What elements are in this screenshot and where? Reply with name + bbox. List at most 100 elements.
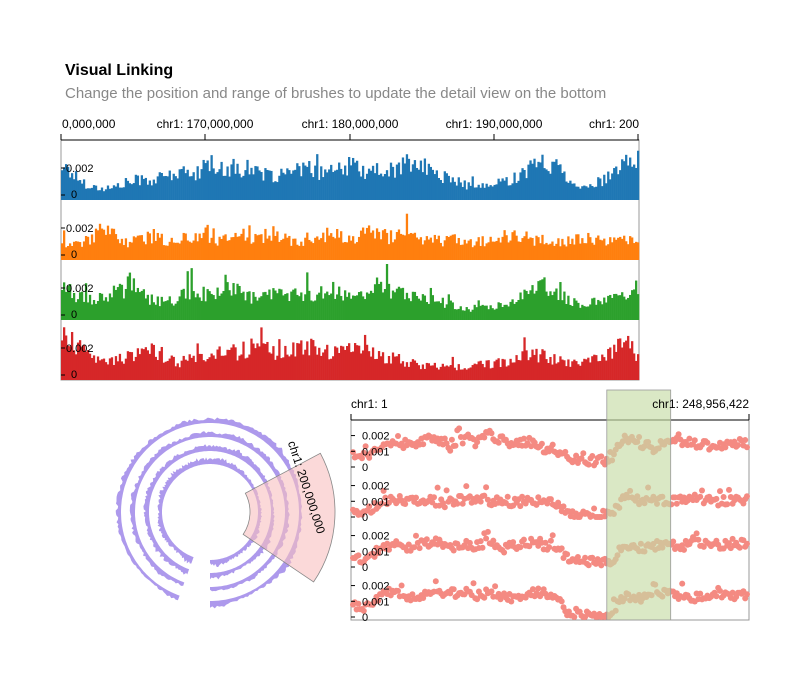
overview-bar: [228, 290, 231, 320]
overview-bar: [507, 365, 510, 380]
overview-bar: [551, 295, 554, 320]
overview-bar: [64, 335, 68, 380]
overview-bar: [328, 295, 331, 320]
detail-point: [679, 580, 686, 587]
overview-bar: [607, 171, 610, 200]
overview-bar: [244, 170, 247, 200]
overview-bar: [547, 171, 550, 200]
overview-bar: [320, 286, 323, 320]
overview-bar: [204, 163, 207, 200]
overview-bar: [531, 163, 534, 200]
overview-bar: [397, 354, 401, 380]
overview-bar: [503, 304, 506, 320]
detail-point: [366, 503, 373, 510]
overview-bar: [625, 340, 628, 380]
overview-bar: [244, 358, 247, 380]
overview-bar: [569, 180, 572, 200]
overview-bar: [210, 155, 213, 200]
overview-bar: [204, 301, 207, 320]
overview-bar: [517, 360, 520, 380]
overview-bar: [332, 236, 335, 260]
overview-bar: [100, 293, 104, 320]
overview-bar: [316, 354, 319, 380]
overview-bar: [399, 174, 403, 200]
overview-bar: [561, 300, 564, 320]
detail-point: [459, 440, 466, 447]
overview-bar: [86, 350, 90, 380]
overview-bar: [160, 172, 163, 200]
overview-bar: [84, 283, 88, 320]
overview-bar: [288, 301, 291, 320]
overview-y-tick-label: 0: [71, 369, 77, 381]
detail-linear-brush[interactable]: [606, 389, 672, 621]
overview-bar: [459, 369, 462, 380]
overview-bar: [228, 176, 231, 200]
overview-bar: [421, 244, 425, 260]
overview-bar: [90, 234, 94, 260]
overview-bar: [326, 344, 329, 380]
overview-bar: [148, 304, 151, 320]
overview-bar: [198, 233, 201, 260]
overview-bar: [86, 236, 90, 260]
overview-bar: [449, 182, 452, 200]
overview-bar: [220, 161, 223, 200]
overview-bar: [300, 340, 303, 380]
overview-bar: [405, 213, 409, 260]
overview-bar: [316, 294, 319, 320]
overview-bar: [607, 348, 610, 380]
overview-bar: [603, 357, 606, 380]
overview-bar: [473, 304, 476, 320]
overview-bar: [517, 180, 520, 200]
overview-bar: [314, 300, 317, 320]
overview-bar: [212, 168, 215, 200]
overview-bar: [443, 307, 446, 320]
overview-bar: [617, 174, 620, 200]
overview-bar: [104, 234, 108, 260]
overview-bar: [72, 179, 76, 200]
detail-point: [380, 487, 387, 494]
overview-bar: [377, 231, 381, 260]
overview-bar: [493, 361, 496, 380]
overview-bar: [102, 229, 106, 260]
overview-bar: [537, 281, 540, 320]
detail-point: [549, 532, 556, 539]
overview-bar: [140, 175, 144, 200]
overview-bar: [497, 358, 500, 380]
overview-bar: [357, 236, 361, 260]
overview-bar: [529, 290, 532, 320]
overview-bar: [340, 295, 343, 320]
overview-bar: [276, 293, 279, 320]
circular-brush[interactable]: [242, 452, 336, 583]
detail-point: [679, 542, 686, 549]
overview-bar: [455, 309, 458, 320]
overview-bar: [563, 171, 566, 200]
detail-point: [420, 595, 427, 601]
overview-bar: [182, 166, 185, 200]
overview-bar: [200, 238, 203, 260]
overview-bar: [397, 229, 401, 260]
overview-bar: [507, 306, 510, 320]
overview-bar: [298, 343, 301, 380]
overview-bar: [549, 173, 552, 200]
overview-bar: [290, 291, 293, 320]
detail-point: [580, 450, 587, 457]
overview-bar: [497, 178, 500, 200]
overview-bar: [166, 360, 169, 380]
overview-bar: [186, 271, 189, 320]
overview-bar: [188, 241, 191, 260]
overview-bar: [493, 241, 496, 260]
overview-bar: [110, 228, 114, 260]
overview-bar: [525, 350, 528, 380]
overview-bar: [373, 238, 377, 260]
overview-bar: [290, 173, 293, 200]
overview-bar: [407, 298, 411, 320]
overview-bar: [367, 225, 371, 260]
overview-bar: [196, 293, 199, 320]
detail-y-tick-label: 0.002: [362, 481, 390, 493]
overview-bar: [256, 166, 259, 200]
overview-bar: [577, 302, 580, 320]
overview-bar: [152, 229, 155, 260]
overview-bar: [483, 246, 486, 260]
detail-point: [398, 440, 405, 447]
